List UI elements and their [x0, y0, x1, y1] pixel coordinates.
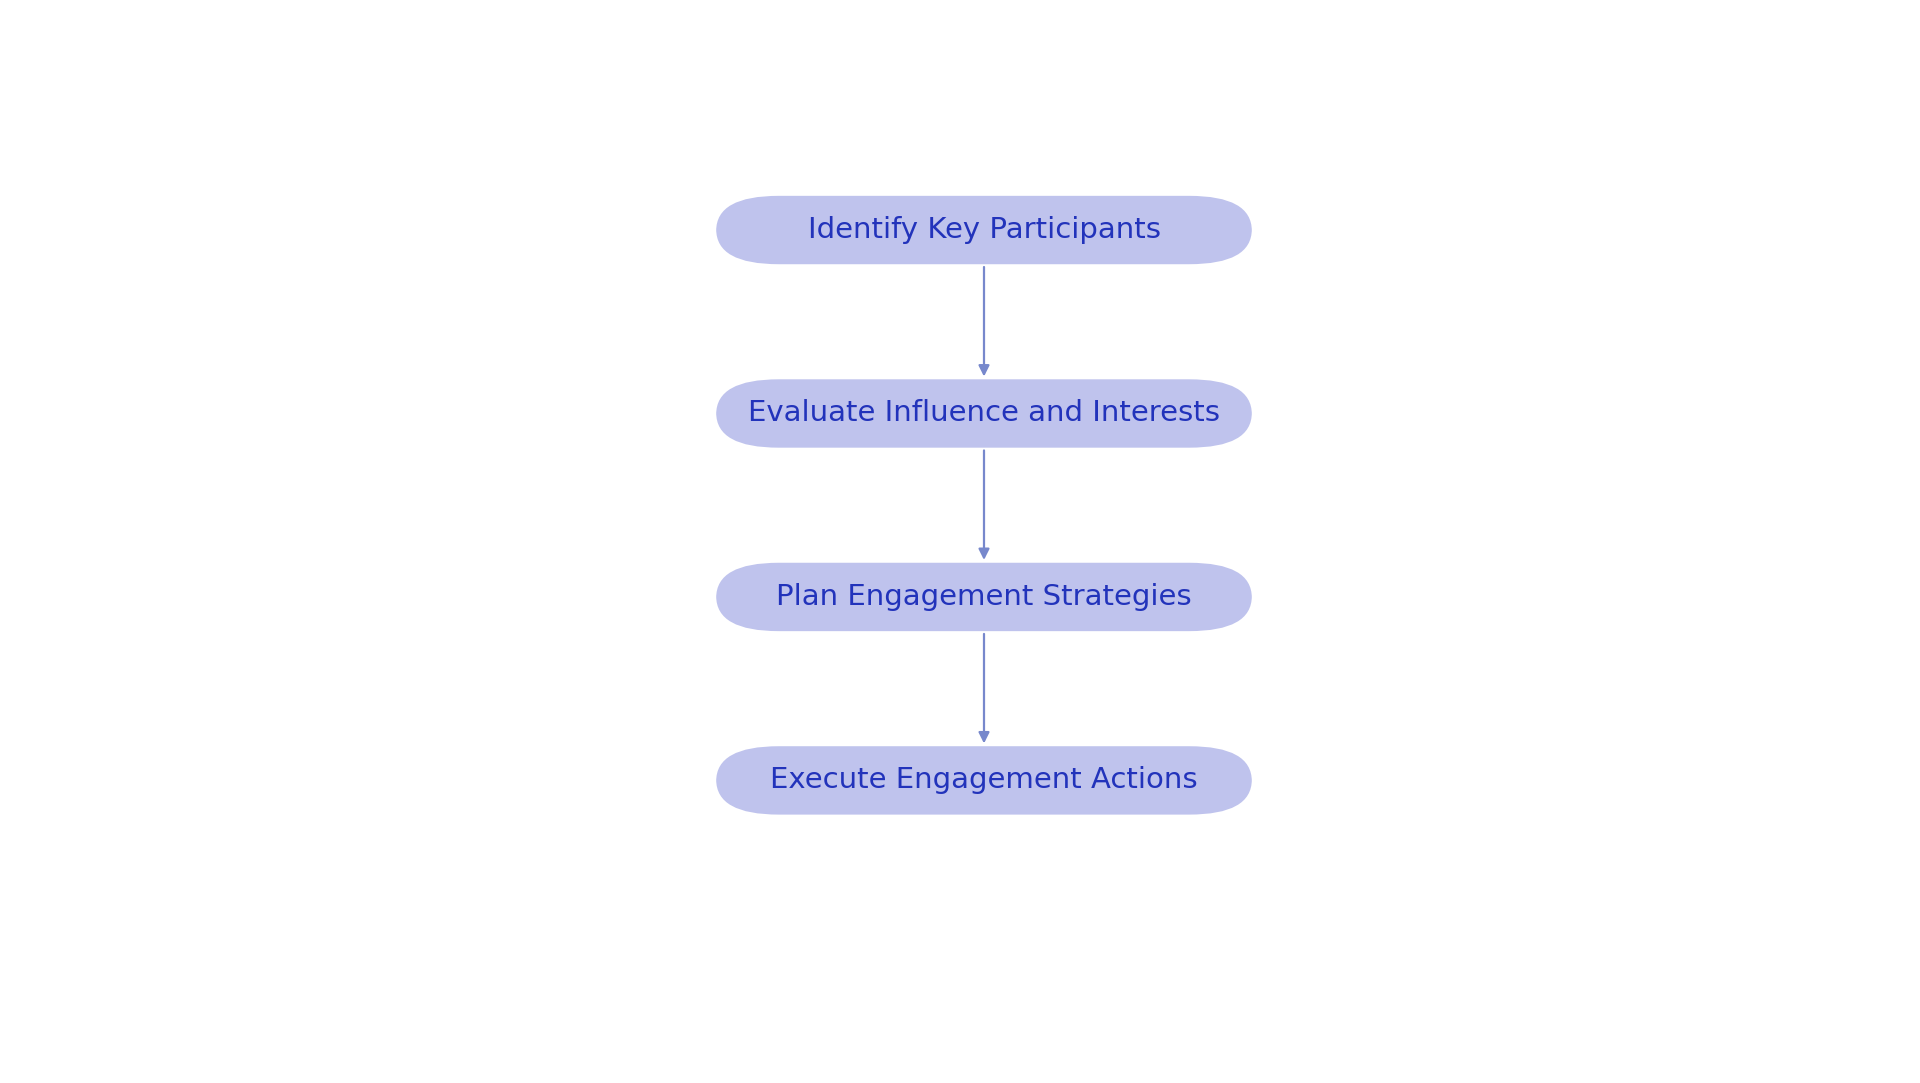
Text: Plan Engagement Strategies: Plan Engagement Strategies	[776, 583, 1192, 611]
Text: Identify Key Participants: Identify Key Participants	[808, 216, 1160, 244]
Text: Execute Engagement Actions: Execute Engagement Actions	[770, 767, 1198, 795]
FancyBboxPatch shape	[716, 746, 1252, 814]
FancyBboxPatch shape	[716, 196, 1252, 264]
Text: Evaluate Influence and Interests: Evaluate Influence and Interests	[749, 400, 1219, 428]
FancyBboxPatch shape	[716, 563, 1252, 631]
FancyBboxPatch shape	[716, 379, 1252, 447]
